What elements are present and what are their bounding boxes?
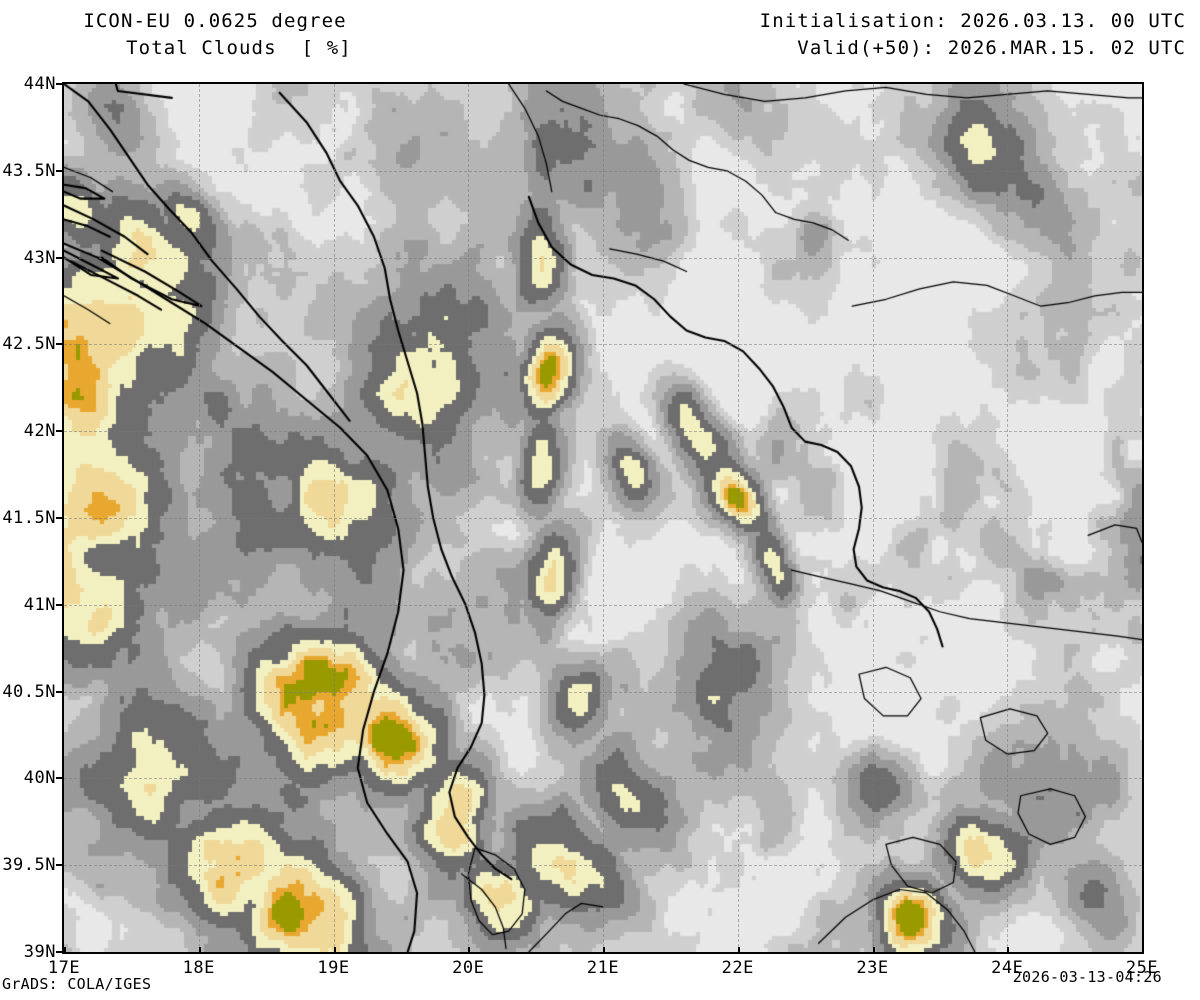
latitude-tick-mark (56, 690, 63, 693)
latitude-tick-label: 42.5N (2, 334, 56, 355)
valid-time: Valid(+50): 2026.MAR.15. 02 UTC (797, 37, 1186, 59)
longitude-tick-mark (737, 947, 740, 954)
latitude-axis: 39N 39.5N 40N 40.5N 41N 41.5N 42N 42.5N 43N 43.5N… (0, 74, 63, 962)
longitude-tick-mark (333, 947, 336, 954)
longitude-tick-mark (872, 947, 875, 954)
longitude-tick-label: 22E (721, 958, 754, 978)
map-plot-area (62, 82, 1144, 954)
longitude-tick-mark (1007, 947, 1010, 954)
longitude-tick-mark (603, 947, 605, 954)
latitude-tick-label: 40N (23, 768, 56, 789)
latitude-tick-mark (56, 777, 63, 780)
latitude-tick-label: 42N (23, 421, 56, 442)
longitude-tick-mark (64, 947, 66, 954)
latitude-tick-mark (56, 864, 63, 867)
chart-header: ICON-EU 0.0625 degree Total Clouds [ %] … (0, 0, 1200, 78)
header-right-block: Initialisation: 2026.03.13. 00 UTC Valid… (760, 8, 1186, 62)
header-left-block: ICON-EU 0.0625 degree Total Clouds [ %] (0, 8, 430, 62)
latitude-tick-label: 43N (23, 247, 56, 268)
latitude-tick-label: 39.5N (2, 855, 56, 876)
longitude-tick-label: 25E (1125, 958, 1159, 978)
latitude-tick-mark (56, 430, 63, 433)
field-title: Total Clouds [ %] (126, 37, 352, 59)
longitude-tick-label: 17E (47, 958, 81, 978)
latitude-tick-label: 44N (23, 74, 56, 94)
longitude-tick-label: 21E (586, 958, 620, 978)
latitude-tick-mark (56, 83, 63, 85)
initialisation-time: Initialisation: 2026.03.13. 00 UTC (759, 10, 1186, 32)
latitude-tick-label: 40.5N (2, 681, 56, 702)
grads-credit: GrADS: COLA/IGES (2, 975, 152, 993)
longitude-tick-label: 18E (182, 958, 215, 978)
latitude-tick-label: 39N (23, 942, 56, 962)
longitude-tick-label: 20E (452, 958, 485, 978)
latitude-tick-mark (56, 603, 63, 606)
latitude-tick-mark (56, 256, 63, 259)
longitude-tick-label: 24E (991, 958, 1024, 978)
latitude-tick-mark (56, 343, 63, 346)
latitude-tick-mark (56, 517, 63, 519)
longitude-tick-label: 19E (317, 958, 350, 978)
latitude-tick-label: 41.5N (2, 508, 56, 528)
longitude-tick-mark (1142, 947, 1144, 954)
total-cloud-cover-heatmap (64, 84, 1142, 952)
render-timestamp: 2026-03-13-04:26 (1012, 968, 1162, 986)
longitude-tick-label: 23E (856, 958, 889, 978)
longitude-axis: 17E 18E 19E 20E 21E 22E 23E 24E 25E (48, 947, 1158, 984)
longitude-tick-mark (468, 947, 471, 954)
latitude-tick-label: 43.5N (2, 160, 56, 181)
longitude-tick-mark (198, 947, 201, 954)
model-title: ICON-EU 0.0625 degree (83, 10, 347, 32)
latitude-tick-mark (56, 951, 63, 953)
latitude-tick-mark (56, 169, 63, 172)
latitude-tick-label: 41N (23, 594, 56, 615)
